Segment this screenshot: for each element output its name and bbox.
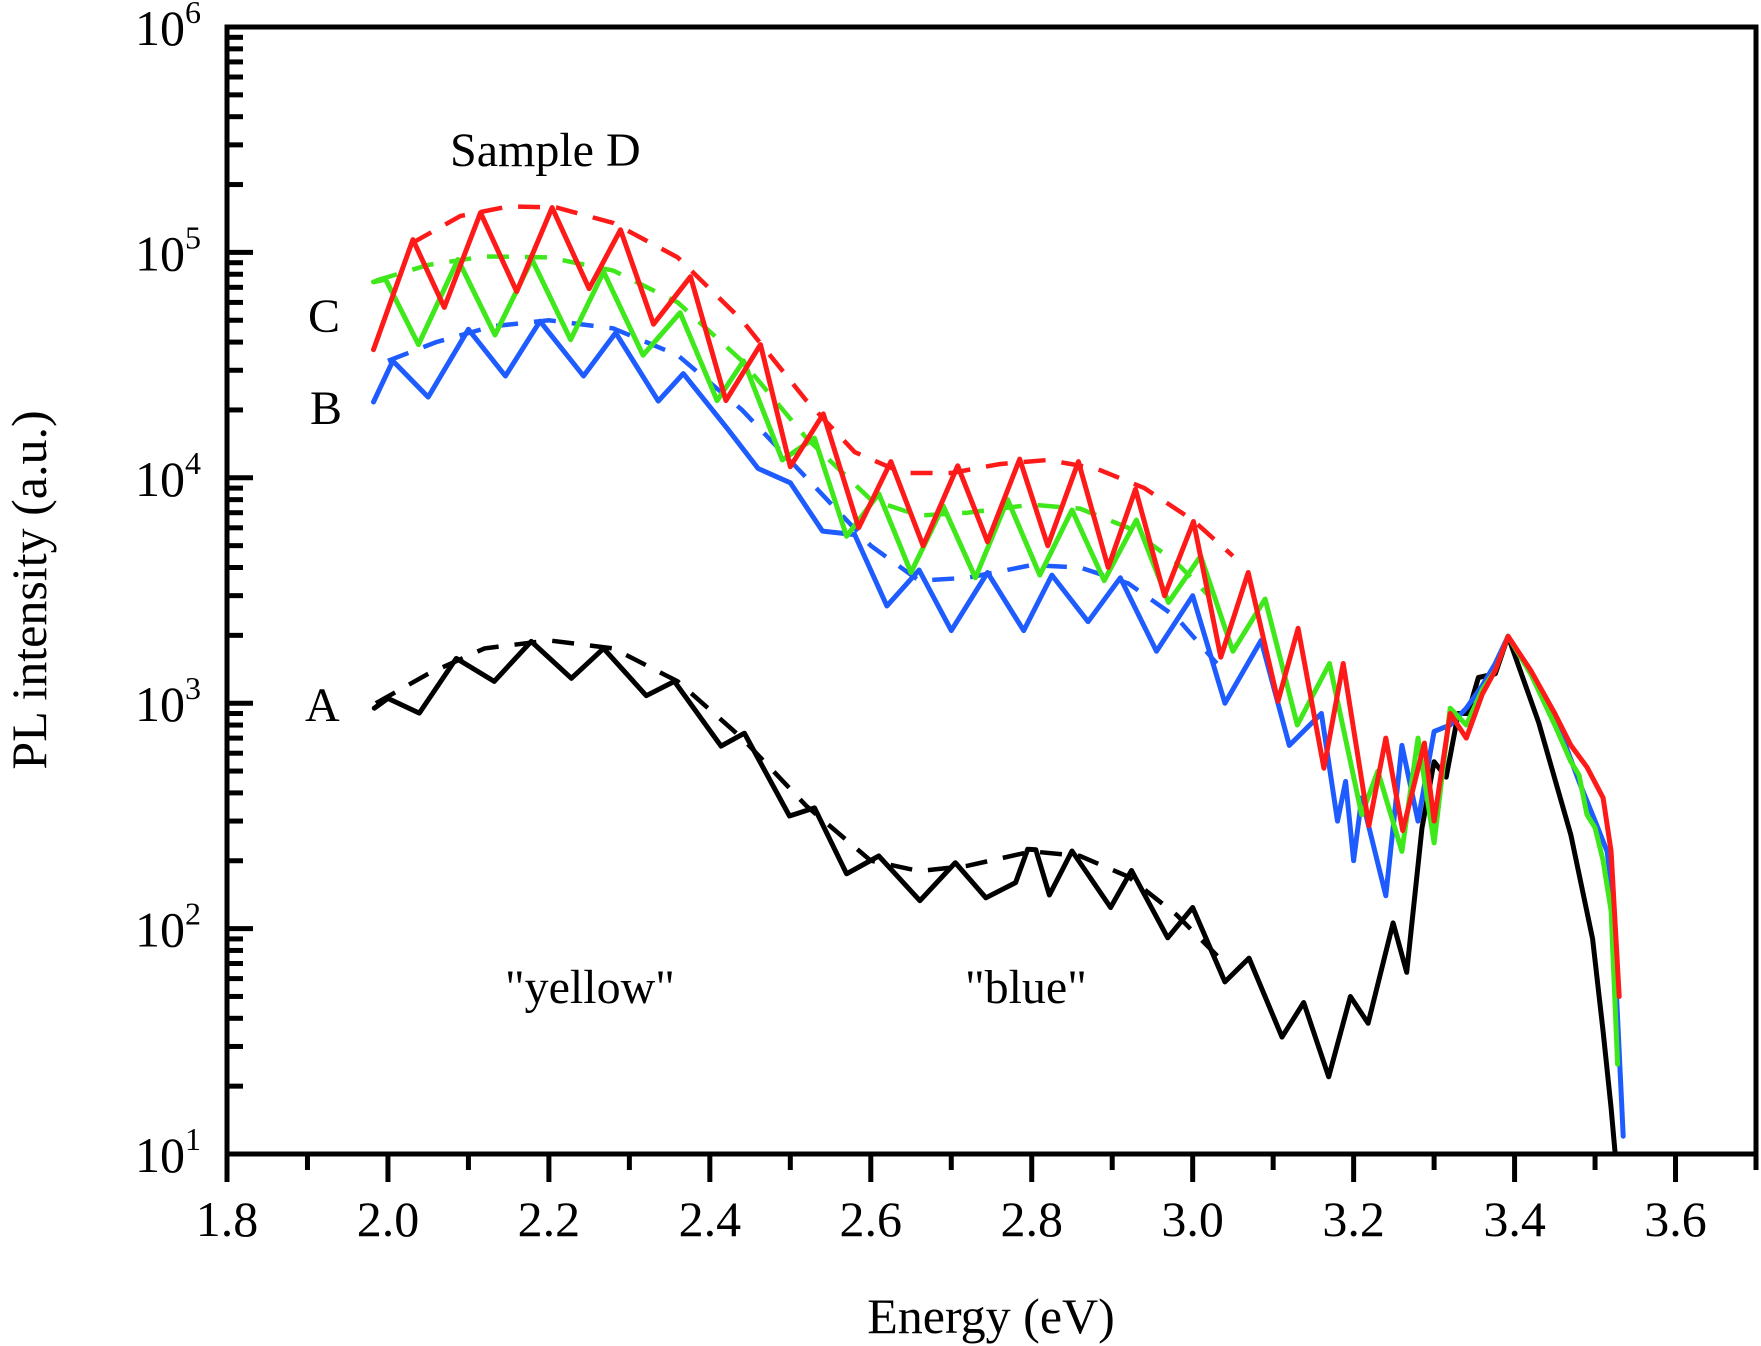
x-tick-label: 3.0: [1161, 1191, 1224, 1247]
x-tick-label: 3.2: [1322, 1191, 1385, 1247]
label-b: B: [310, 382, 342, 435]
x-tick-label: 2.4: [679, 1191, 742, 1247]
y-tick-label: 102: [135, 896, 201, 958]
fit-line-c-green-fit: [375, 254, 1211, 598]
series-layer: [371, 204, 1626, 1157]
x-tick-label: 2.0: [357, 1191, 420, 1247]
series-line-c-green: [371, 257, 1621, 1067]
x-tick-label: 1.8: [196, 1191, 259, 1247]
y-tick-label: 103: [135, 670, 201, 732]
plot-frame: [224, 24, 1759, 1157]
x-tick-label: 3.4: [1483, 1191, 1546, 1247]
series-line-c-red: [371, 205, 1622, 999]
fit-line-a-fit: [374, 638, 1227, 966]
x-tick-label: 2.8: [1000, 1191, 1063, 1247]
x-axis: 1.8 2.0 2.2 2.4 2.6 2.8 3.0 3.2 3.4 3.6: [196, 1154, 1759, 1247]
series-line-a: [371, 633, 1618, 1157]
y-tick-label: 106: [135, 0, 201, 56]
label-blue: "blue": [965, 961, 1087, 1014]
fit-line-c-red-fit: [410, 204, 1235, 558]
x-tick-label: 3.6: [1644, 1191, 1707, 1247]
label-c: C: [308, 290, 340, 343]
sample-title: Sample D: [450, 124, 641, 177]
y-tick-label: 101: [135, 1121, 201, 1183]
x-tick-label: 2.6: [840, 1191, 903, 1247]
y-tick-label: 104: [135, 445, 201, 507]
y-axis: 101 102 103 104 105 106: [135, 0, 253, 1183]
y-tick-label: 105: [135, 219, 201, 281]
y-axis-label: PL intensity (a.u.): [1, 410, 57, 769]
x-axis-label: Energy (eV): [867, 1288, 1115, 1344]
x-tick-label: 2.2: [518, 1191, 581, 1247]
label-a: A: [305, 679, 340, 732]
label-yellow: "yellow": [505, 961, 675, 1014]
